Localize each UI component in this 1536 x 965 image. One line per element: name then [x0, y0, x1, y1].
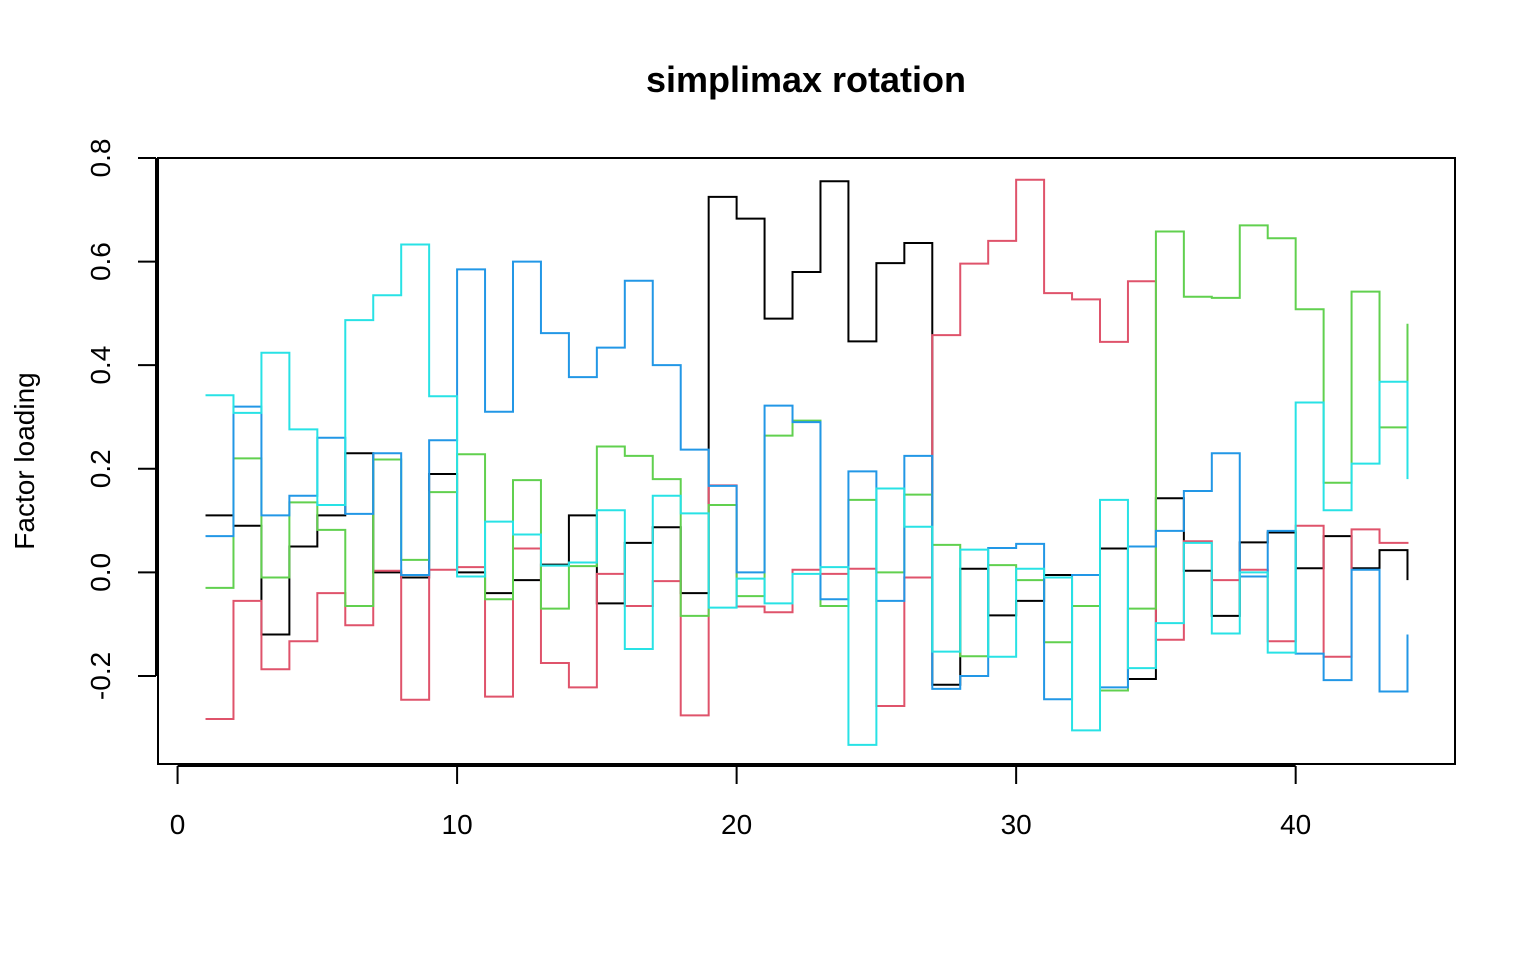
plot-frame — [157, 157, 1456, 765]
y-tick-label: 0.8 — [85, 139, 116, 178]
series-line-1 — [205, 180, 1409, 686]
chart-title: simplimax rotation — [646, 59, 966, 100]
y-tick-label: 0.0 — [85, 553, 116, 592]
x-tick-label: 20 — [721, 809, 752, 840]
x-tick-label: 30 — [1001, 809, 1032, 840]
y-axis-label: Factor loading — [9, 372, 40, 549]
y-tick-label: 0.4 — [85, 346, 116, 385]
y-tick-label: -0.2 — [85, 652, 116, 700]
x-tick-label: 0 — [170, 809, 186, 840]
series-line-3 — [205, 224, 1409, 692]
x-tick-label: 40 — [1280, 809, 1311, 840]
axes-layer: 0 10 20 30 40 -0.2 0.0 0.2 0.4 0.6 0.8 — [85, 139, 1311, 840]
series-line-4 — [205, 260, 1409, 701]
x-tick-label: 10 — [442, 809, 473, 840]
series-line-2 — [205, 178, 1409, 720]
y-tick-label: 0.2 — [85, 449, 116, 488]
y-tick-label: 0.6 — [85, 242, 116, 281]
series-line-5 — [205, 243, 1409, 746]
series-layer — [205, 178, 1409, 746]
